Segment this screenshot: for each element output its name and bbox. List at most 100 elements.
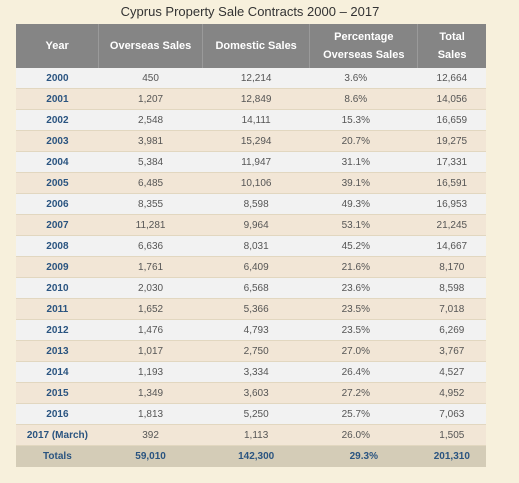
table-cell: 8,170 (417, 256, 486, 278)
table-row: 2010 2,030 6,568 23.6% 8,598 (16, 277, 486, 299)
table-cell: 8,355 (98, 193, 203, 215)
table-cell: 16,659 (417, 109, 486, 131)
table-row: 2004 5,384 11,947 31.1% 17,331 (16, 151, 486, 173)
table-cell: 19,275 (417, 130, 486, 152)
totals-cell: 142,300 (202, 445, 310, 467)
column-header-0: Year (16, 24, 100, 68)
table-cell: 2016 (16, 403, 99, 425)
table-cell: 5,366 (202, 298, 310, 320)
table-cell: 2017 (March) (16, 424, 99, 446)
header-row: Year Overseas Sales Domestic Sales Percenta… (16, 24, 486, 68)
table-cell: 2013 (16, 340, 99, 362)
table-cell: 4,952 (417, 382, 486, 404)
table-cell: 16,953 (417, 193, 486, 215)
table-cell: 2001 (16, 88, 99, 110)
table-cell: 2004 (16, 151, 99, 173)
table-cell: 2002 (16, 109, 99, 131)
table-cell: 10,106 (202, 172, 310, 194)
table-cell: 3,603 (202, 382, 310, 404)
table-cell: 7,063 (417, 403, 486, 425)
table-cell: 2,030 (98, 277, 203, 299)
table-cell: 1,207 (98, 88, 203, 110)
table-row: 2005 6,485 10,106 39.1% 16,591 (16, 172, 486, 194)
table-cell: 2008 (16, 235, 99, 257)
table-row: 2017 (March) 392 1,113 26.0% 1,505 (16, 424, 486, 446)
table-row: 2002 2,548 14,111 15.3% 16,659 (16, 109, 486, 131)
table-row: 2011 1,652 5,366 23.5% 7,018 (16, 298, 486, 320)
table-row: 2003 3,981 15,294 20.7% 19,275 (16, 130, 486, 152)
table-cell: 23.5% (309, 319, 418, 341)
table-cell: 1,476 (98, 319, 203, 341)
table-cell: 39.1% (309, 172, 418, 194)
table-cell: 20.7% (309, 130, 418, 152)
table-cell: 11,947 (202, 151, 310, 173)
table-cell: 8,598 (417, 277, 486, 299)
table-row: 2014 1,193 3,334 26.4% 4,527 (16, 361, 486, 383)
table-cell: 2010 (16, 277, 99, 299)
table-cell: 2011 (16, 298, 99, 320)
table-cell: 8,598 (202, 193, 310, 215)
table-cell: 45.2% (309, 235, 418, 257)
table-cell: 15,294 (202, 130, 310, 152)
table-row: 2013 1,017 2,750 27.0% 3,767 (16, 340, 486, 362)
table-cell: 3,981 (98, 130, 203, 152)
table-cell: 392 (98, 424, 203, 446)
table-cell: 16,591 (417, 172, 486, 194)
table-row: 2007 11,281 9,964 53.1% 21,245 (16, 214, 486, 236)
table-cell: 4,527 (417, 361, 486, 383)
table-row: 2000 450 12,214 3.6% 12,664 (16, 68, 486, 89)
table-cell: 1,813 (98, 403, 203, 425)
table-row: 2008 6,636 8,031 45.2% 14,667 (16, 235, 486, 257)
table-cell: 27.2% (309, 382, 418, 404)
table-row: 2016 1,813 5,250 25.7% 7,063 (16, 403, 486, 425)
table-row: 2009 1,761 6,409 21.6% 8,170 (16, 256, 486, 278)
table-cell: 12,849 (202, 88, 310, 110)
table-cell: 2003 (16, 130, 99, 152)
table-cell: 7,018 (417, 298, 486, 320)
table-cell: 14,056 (417, 88, 486, 110)
table-cell: 1,017 (98, 340, 203, 362)
table-cell: 6,636 (98, 235, 203, 257)
table-cell: 2,548 (98, 109, 203, 131)
table-cell: 1,349 (98, 382, 203, 404)
table-cell: 1,113 (202, 424, 310, 446)
table-cell: 450 (98, 68, 203, 89)
table-cell: 3,767 (417, 340, 486, 362)
table-cell: 49.3% (309, 193, 418, 215)
table-cell: 15.3% (309, 109, 418, 131)
table-title: Cyprus Property Sale Contracts 2000 – 20… (120, 4, 380, 19)
table-cell: 2015 (16, 382, 99, 404)
table-cell: 5,384 (98, 151, 203, 173)
table-cell: 2000 (16, 68, 99, 89)
table-cell: 8.6% (309, 88, 418, 110)
table-cell: 4,793 (202, 319, 310, 341)
table-cell: 2009 (16, 256, 99, 278)
table-cell: 3,334 (202, 361, 310, 383)
table-footer: Totals 59,010 142,300 29.3% 201,310 (16, 445, 486, 467)
table-cell: 12,664 (417, 68, 486, 89)
table-cell: 1,193 (98, 361, 203, 383)
table-cell: 2012 (16, 319, 99, 341)
column-header-2: Domestic Sales (202, 24, 311, 68)
table-cell: 23.5% (309, 298, 418, 320)
table-row: 2001 1,207 12,849 8.6% 14,056 (16, 88, 486, 110)
table-cell: 2006 (16, 193, 99, 215)
table-cell: 53.1% (309, 214, 418, 236)
totals-row: Totals 59,010 142,300 29.3% 201,310 (16, 445, 486, 467)
table-cell: 11,281 (98, 214, 203, 236)
table-cell: 12,214 (202, 68, 310, 89)
table-cell: 1,505 (417, 424, 486, 446)
table-row: 2015 1,349 3,603 27.2% 4,952 (16, 382, 486, 404)
table-cell: 6,409 (202, 256, 310, 278)
table-cell: 21,245 (417, 214, 486, 236)
table-header: Year Overseas Sales Domestic Sales Percenta… (16, 24, 486, 68)
column-header-1: Overseas Sales (98, 24, 203, 68)
table-row: 2012 1,476 4,793 23.5% 6,269 (16, 319, 486, 341)
table-cell: 31.1% (309, 151, 418, 173)
column-header-4: Total Sales (417, 24, 486, 68)
table-cell: 2014 (16, 361, 99, 383)
table-cell: 6,568 (202, 277, 310, 299)
table-cell: 6,485 (98, 172, 203, 194)
table-cell: 14,667 (417, 235, 486, 257)
